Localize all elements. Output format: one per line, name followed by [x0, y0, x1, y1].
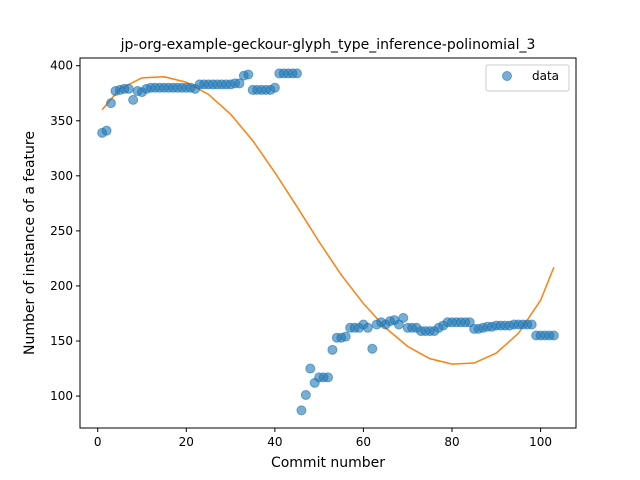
x-tick-label: 20 [179, 435, 194, 449]
legend-label-data: data [532, 69, 559, 83]
data-point [244, 70, 253, 79]
data-point [324, 373, 333, 382]
x-tick-label: 80 [444, 435, 459, 449]
data-point [301, 390, 310, 399]
data-point [107, 99, 116, 108]
data-point [102, 126, 111, 135]
chart-title: jp-org-example-geckour-glyph_type_infere… [120, 37, 536, 53]
x-axis-label: Commit number [271, 455, 385, 471]
data-point [363, 323, 372, 332]
data-point [129, 95, 138, 104]
y-axis-label: Number of instance of a feature [22, 131, 38, 355]
data-point [368, 344, 377, 353]
y-tick-label: 200 [50, 279, 73, 293]
x-tick-label: 100 [529, 435, 552, 449]
data-point [270, 83, 279, 92]
data-point [341, 332, 350, 341]
data-point [399, 313, 408, 322]
y-tick-label: 400 [50, 59, 73, 73]
data-point [328, 345, 337, 354]
y-tick-label: 300 [50, 169, 73, 183]
data-point [306, 364, 315, 373]
x-tick-label: 0 [94, 435, 102, 449]
x-tick-label: 40 [267, 435, 282, 449]
y-tick-label: 100 [50, 389, 73, 403]
legend: data [486, 65, 569, 91]
legend-marker-data [503, 72, 512, 81]
y-tick-label: 150 [50, 334, 73, 348]
y-tick-label: 350 [50, 114, 73, 128]
data-point [527, 320, 536, 329]
data-point [293, 69, 302, 78]
data-point [124, 84, 133, 93]
y-tick-label: 250 [50, 224, 73, 238]
data-point [549, 331, 558, 340]
data-point [297, 406, 306, 415]
x-tick-label: 60 [356, 435, 371, 449]
